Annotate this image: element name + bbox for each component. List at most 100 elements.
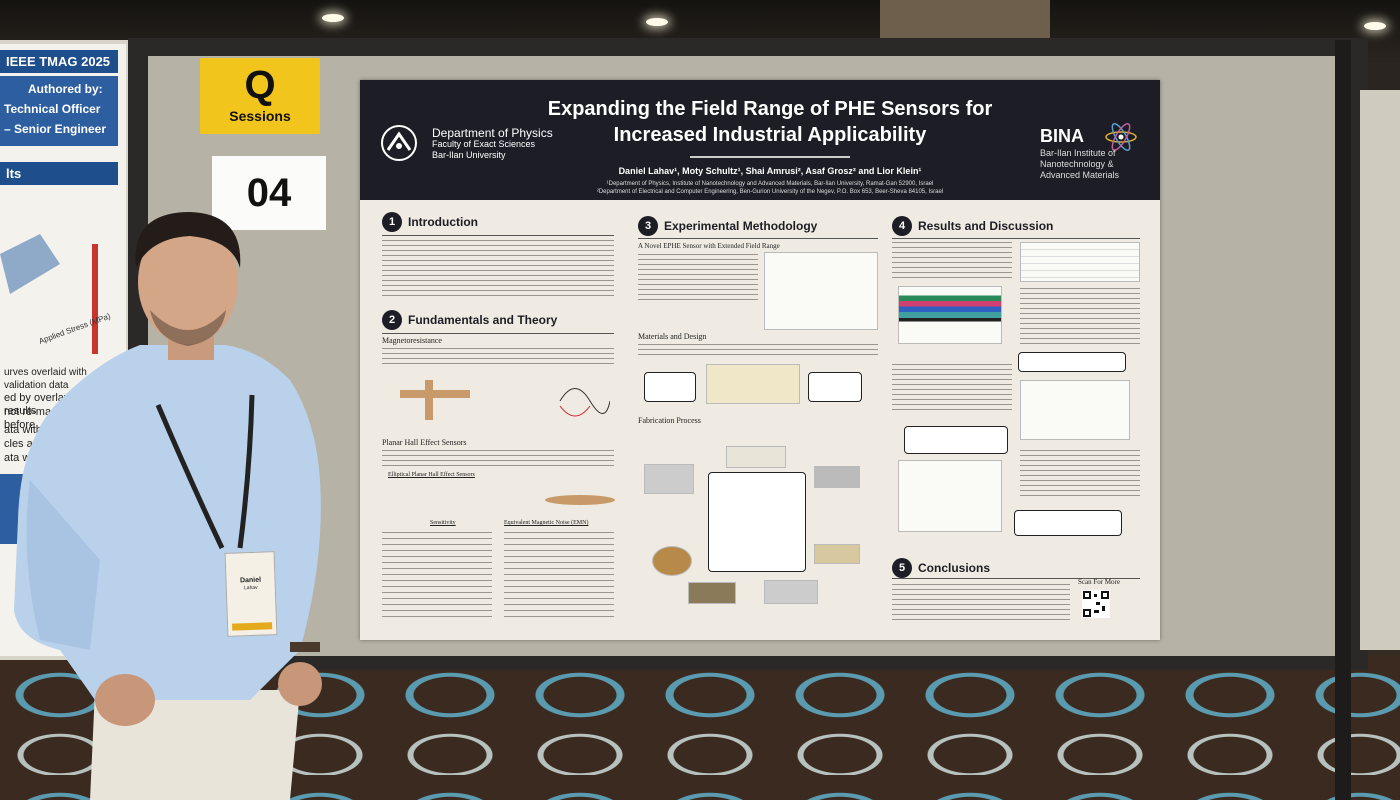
board-post xyxy=(1335,40,1351,800)
section-divider xyxy=(892,238,1140,239)
university-logo-icon xyxy=(381,125,417,161)
noise-plot-figure xyxy=(764,252,878,330)
title-divider xyxy=(690,156,850,158)
left-poster-text: ata with torque in xyxy=(4,452,88,464)
subsection-title: Magnetoresistance xyxy=(382,336,442,345)
name-badge: Daniel Lahav xyxy=(224,551,278,637)
sensor-design-figure xyxy=(706,364,800,404)
ceiling-light xyxy=(646,18,668,26)
session-label: Sessions xyxy=(229,108,291,124)
section-header-results: 4 Results and Discussion xyxy=(892,216,1053,236)
subsection-title: Planar Hall Effect Sensors xyxy=(382,438,467,447)
section-header-fundamentals: 2 Fundamentals and Theory xyxy=(382,310,557,330)
section-title: Fundamentals and Theory xyxy=(408,313,558,327)
poster-header: Department of Physics Faculty of Exact S… xyxy=(360,80,1160,200)
sensitivity-text xyxy=(382,532,492,622)
callout-box xyxy=(904,426,1008,454)
session-letter: Q xyxy=(244,63,276,107)
body-text xyxy=(892,364,1012,414)
section-divider xyxy=(892,578,1140,579)
left-poster-role: – Senior Engineer xyxy=(4,122,107,136)
ellipse-sensor-figure xyxy=(545,495,615,505)
fabrication-steps-box xyxy=(708,472,806,572)
affiliation: ¹Department of Physics, Institute of Nan… xyxy=(606,181,934,187)
fabrication-step-figure xyxy=(688,582,736,604)
section-divider xyxy=(638,238,878,239)
subsection-title: Fabrication Process xyxy=(638,416,701,425)
faculty-name: Faculty of Exact Sciences xyxy=(432,139,536,149)
linearity-plot-figure xyxy=(898,460,1002,532)
affiliation: ²Department of Electrical and Computer E… xyxy=(596,189,944,195)
subsection-title: A Novel EPHE Sensor with Extended Field … xyxy=(638,242,780,250)
ceiling-light xyxy=(1364,22,1386,30)
fabrication-step-figure xyxy=(644,464,694,494)
left-poster-text: ata with torque in xyxy=(4,424,88,436)
section-header-methodology: 3 Experimental Methodology xyxy=(638,216,817,236)
callout-box xyxy=(1014,510,1122,536)
left-poster-role: Technical Officer xyxy=(4,102,101,116)
left-poster: IEEE TMAG 2025 Authored by: Technical Of… xyxy=(0,44,126,656)
badge-name: Daniel Lahav xyxy=(226,576,274,592)
scan-label: Scan For More xyxy=(1078,578,1120,586)
callout-box xyxy=(808,372,862,402)
subsection-title: Sensitivity xyxy=(430,520,456,526)
university-name: Bar-Ilan University xyxy=(432,150,506,160)
subsection-title: Equivalent Magnetic Noise (EMN) xyxy=(504,520,589,526)
section-number: 3 xyxy=(638,216,658,236)
board-number: 04 xyxy=(246,171,292,215)
poster-title: Expanding the Field Range of PHE Sensors… xyxy=(547,98,993,146)
left-poster-caption: urves overlaid with validation data xyxy=(4,367,87,391)
fabrication-step-figure xyxy=(764,580,818,604)
results-table xyxy=(1020,242,1140,282)
badge-ribbon xyxy=(232,622,273,631)
department-name: Department of Physics xyxy=(432,126,553,140)
section-number: 2 xyxy=(382,310,402,330)
institute-full-name: Bar-Ilan Institute of Nanotechnology & A… xyxy=(1040,148,1120,180)
fabrication-step-figure xyxy=(726,446,786,468)
left-poster-header: IEEE TMAG 2025 xyxy=(0,50,118,73)
poster-affiliations: ¹Department of Physics, Institute of Nan… xyxy=(520,180,1020,196)
subsection-title: Materials and Design xyxy=(638,332,707,341)
subsection-title: Elliptical Planar Hall Effect Sensors xyxy=(388,472,475,478)
section-number: 4 xyxy=(892,216,912,236)
left-poster-text: cles applied) xyxy=(4,438,66,450)
section-number: 5 xyxy=(892,558,912,578)
institute-short-name: BINA xyxy=(1040,126,1084,146)
department-block: Department of Physics Faculty of Exact S… xyxy=(432,127,553,161)
carpet-floor xyxy=(0,655,1400,800)
right-poster-board xyxy=(1360,90,1400,650)
section-title: Experimental Methodology xyxy=(664,219,818,233)
ceiling-light xyxy=(322,14,344,22)
section-title: Conclusions xyxy=(918,561,991,575)
qr-code-icon[interactable] xyxy=(1082,590,1110,618)
conclusions-text xyxy=(892,584,1070,620)
wafer-figure xyxy=(652,546,692,576)
badge-first-name: Daniel xyxy=(239,576,262,585)
badge-surname: Lahav xyxy=(243,584,258,592)
atom-logo-icon xyxy=(1105,123,1137,151)
hysteresis-plot-figure xyxy=(1020,380,1130,440)
left-poster-surface-plot: Applied Stress (MPa) xyxy=(0,234,112,354)
left-poster-authored-by: Authored by: xyxy=(28,82,103,96)
body-text xyxy=(1020,450,1140,500)
body-text xyxy=(382,348,614,364)
magnetoresistance-figure xyxy=(400,380,610,420)
body-text xyxy=(638,254,758,304)
introduction-text xyxy=(382,240,614,300)
noise-spectrum-figure xyxy=(898,286,1002,344)
body-text xyxy=(1020,288,1140,348)
left-poster-blue-box xyxy=(0,474,40,544)
callout-box xyxy=(1018,352,1126,372)
section-header-introduction: 1 Introduction xyxy=(382,212,478,232)
body-text xyxy=(638,344,878,358)
emn-text xyxy=(504,532,614,622)
svg-text:Applied Stress (MPa): Applied Stress (MPa) xyxy=(38,311,112,345)
research-poster: Department of Physics Faculty of Exact S… xyxy=(360,80,1160,640)
body-text xyxy=(892,242,1012,282)
left-poster-author-band: Authored by: Technical Officer – Senior … xyxy=(0,76,118,146)
section-number: 1 xyxy=(382,212,402,232)
section-title: Results and Discussion xyxy=(918,219,1054,233)
left-poster-section: lts xyxy=(0,162,118,185)
fabrication-step-figure xyxy=(814,466,860,488)
